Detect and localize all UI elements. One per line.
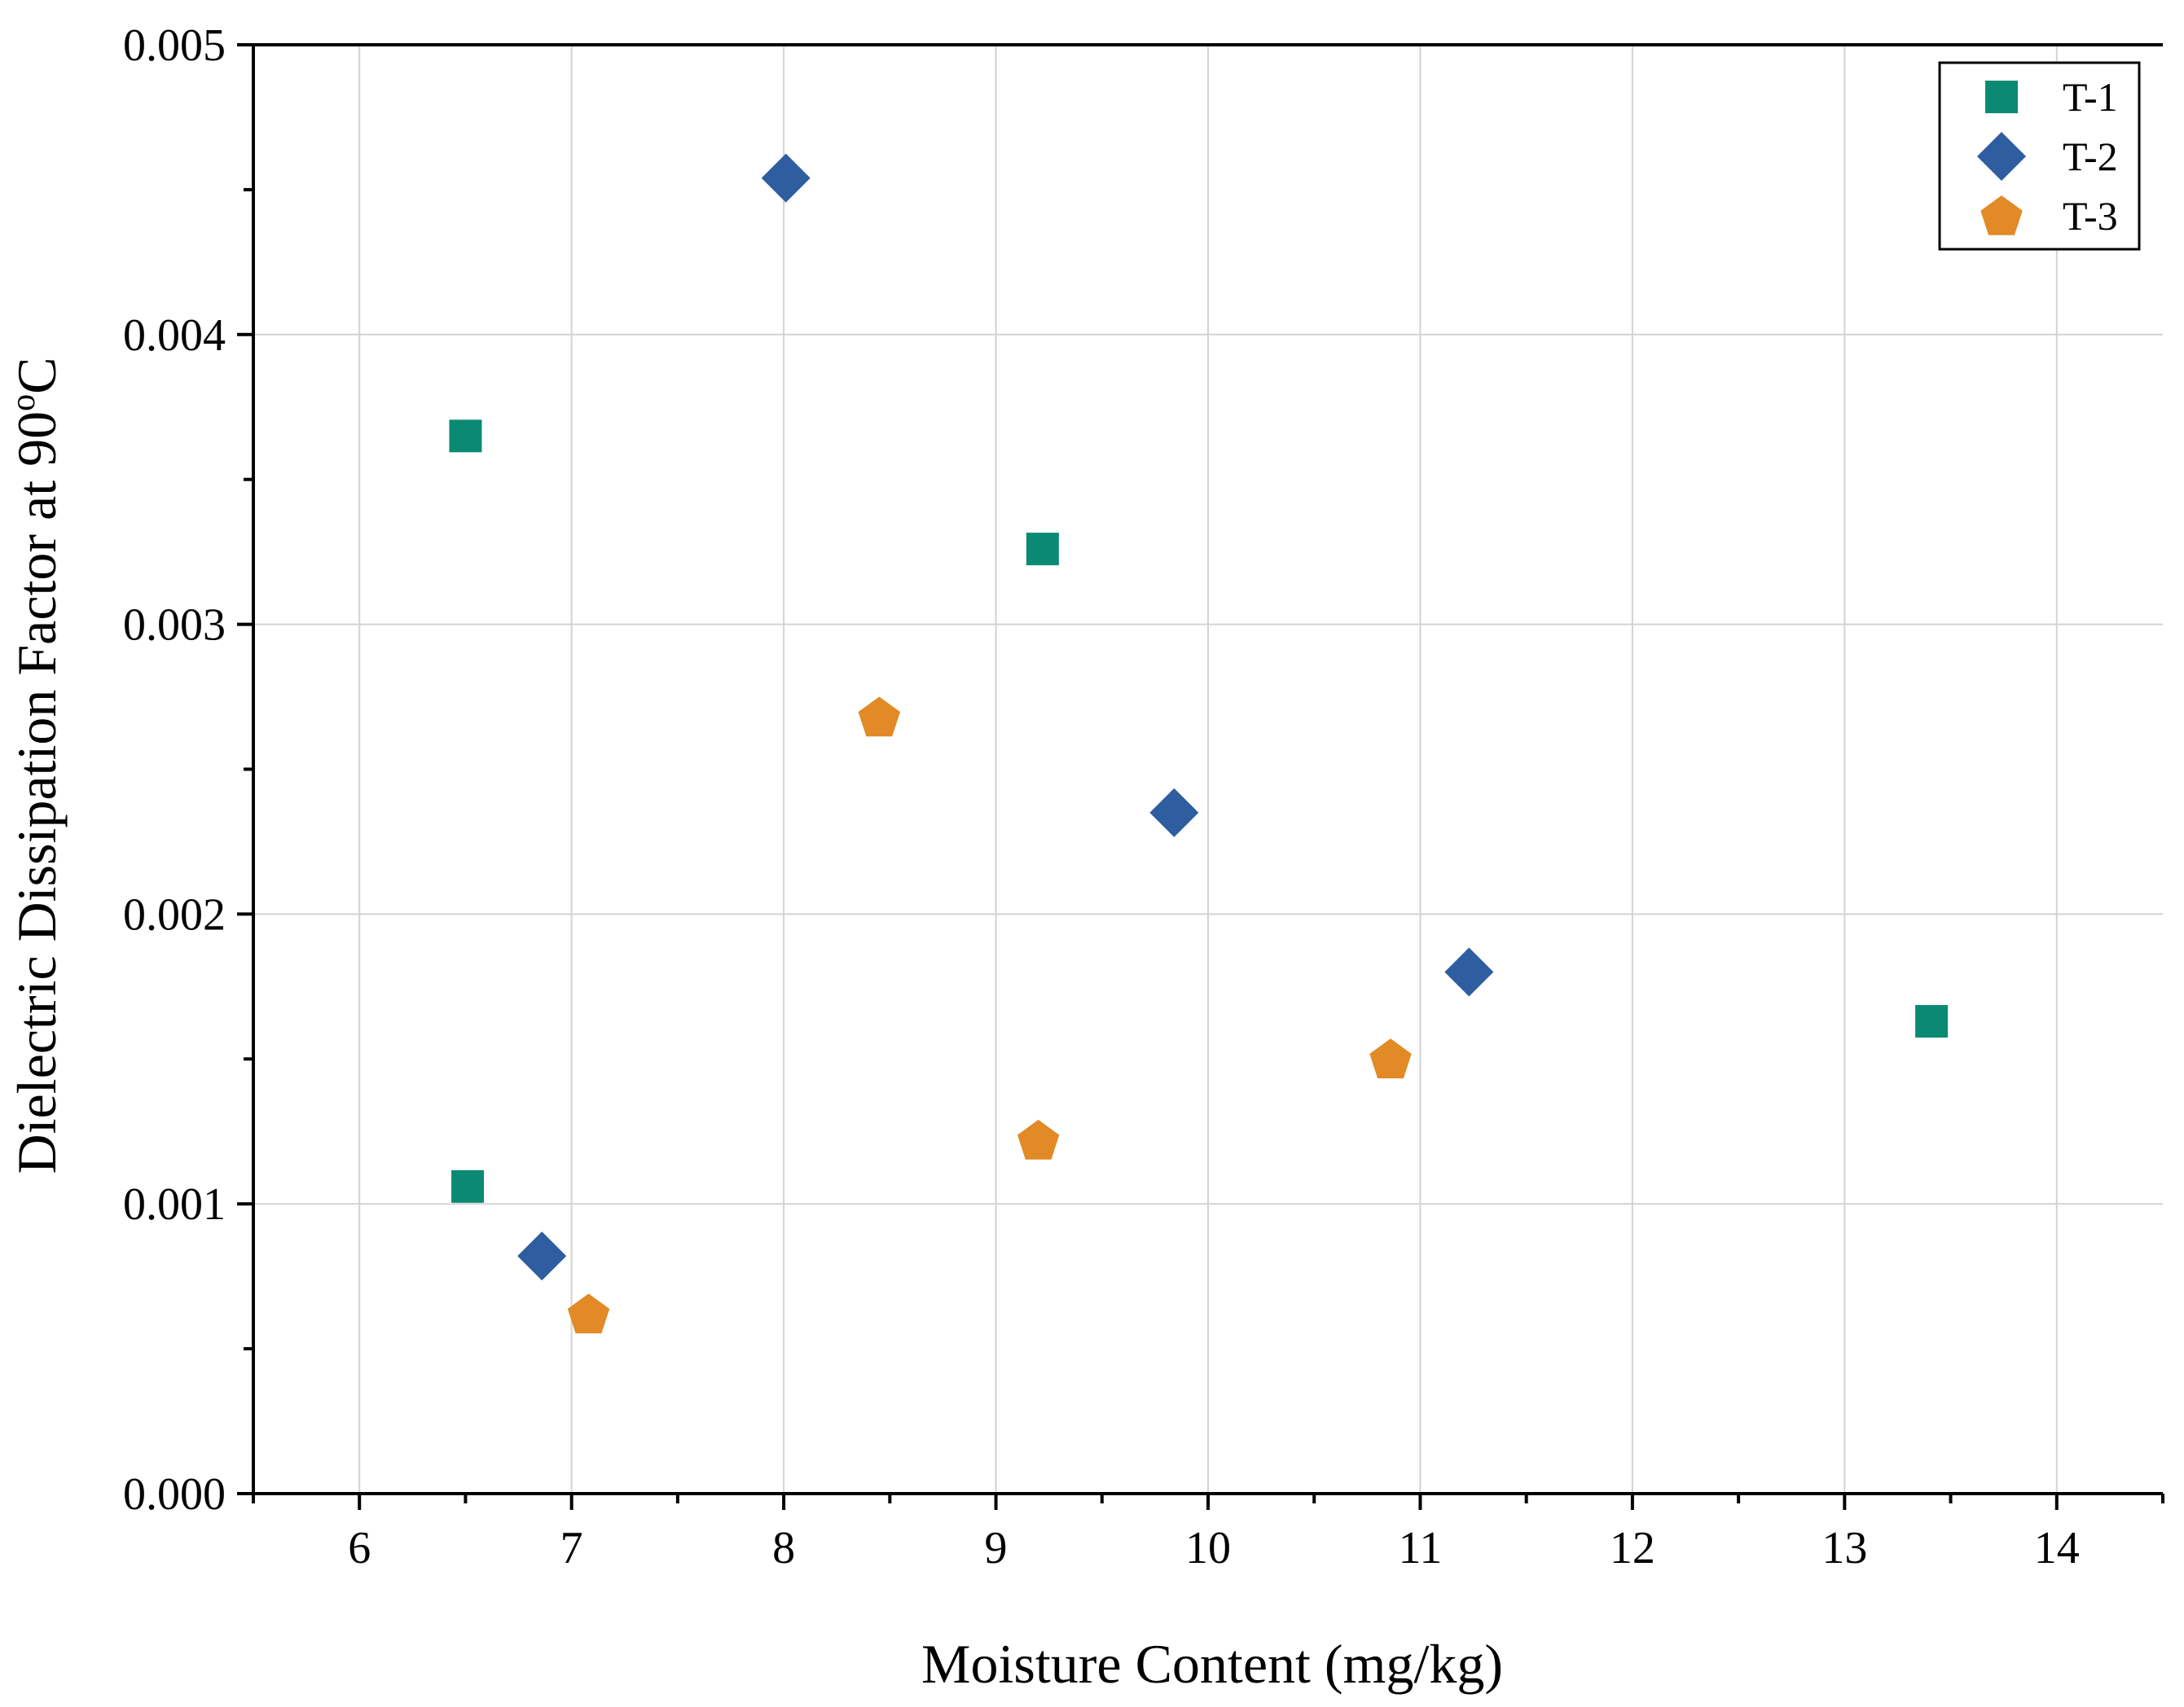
legend-marker-t-1 [1985,81,2018,113]
y-tick-label: 0.003 [123,600,226,651]
point-t-2-3 [1149,788,1199,837]
x-tick-label: 12 [1610,1523,1655,1573]
y-axis-title: Dielectric Dissipation Factor at 90oC [5,358,68,1174]
y-tick-label: 0.004 [123,310,226,361]
data-points [449,153,1949,1334]
y-axis-title-unit: C [6,358,68,394]
x-tick-label: 11 [1398,1523,1442,1573]
point-t-3-2 [567,1293,610,1334]
point-t-3-4 [1369,1038,1412,1079]
point-t-3-1 [858,696,900,737]
point-t-1-1 [449,419,482,453]
x-tick-label: 13 [1821,1523,1867,1573]
x-tick-label: 14 [2034,1523,2080,1573]
x-tick-label: 6 [348,1523,371,1573]
x-tick-label: 8 [772,1523,795,1573]
legend-marker-t-3 [1980,195,2023,235]
y-tick-label: 0.002 [123,889,226,940]
x-tick-label: 10 [1185,1523,1231,1573]
y-axis-title-degree: o [5,394,42,411]
x-tick-label: 7 [560,1523,583,1573]
x-axis-title: Moisture Content (mg/kg) [921,1633,1503,1695]
legend-label-t-3: T-3 [2063,193,2118,239]
point-t-3-3 [1017,1119,1060,1160]
legend-box [1938,61,2141,251]
point-t-2-1 [761,153,811,203]
y-axis-title-main: Dielectric Dissipation Factor at 90 [6,411,68,1174]
legend-marker-t-2 [1977,132,2026,181]
y-tick-label: 0.000 [123,1469,226,1520]
tick-labels: 6 7 8 9 10 11 12 13 14 0.000 0.001 0.002 0.003 0.004 0… [123,20,2080,1573]
y-tick-label: 0.005 [123,20,226,71]
point-t-1-3 [1026,533,1059,566]
ticks [237,43,2164,1510]
legend-label-t-2: T-2 [2063,134,2118,179]
legend-label-t-1: T-1 [2063,74,2118,120]
x-tick-label: 9 [985,1523,1008,1573]
legend: T-1 T-2 T-3 [1938,61,2141,251]
point-t-1-2 [451,1169,485,1203]
y-tick-label: 0.001 [123,1179,226,1230]
point-t-2-2 [517,1231,567,1281]
point-t-2-4 [1444,947,1494,997]
point-t-1-4 [1915,1005,1949,1038]
